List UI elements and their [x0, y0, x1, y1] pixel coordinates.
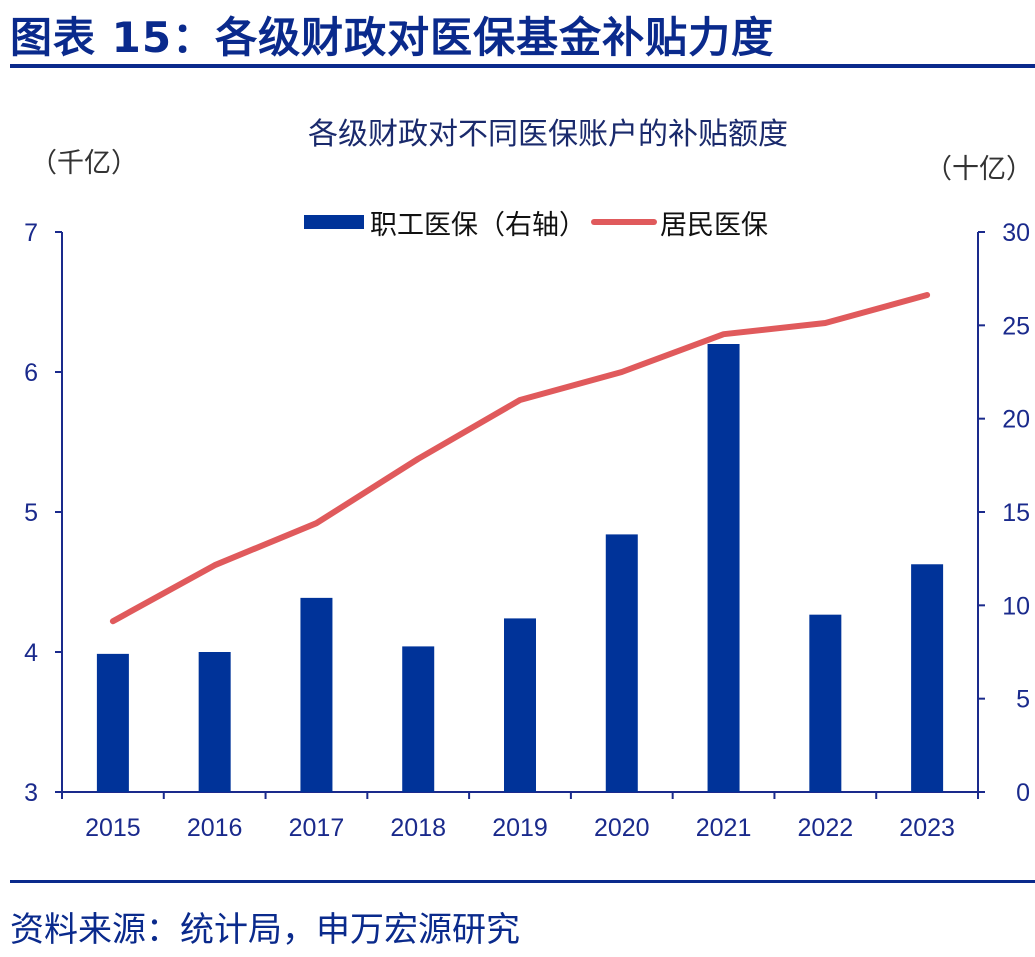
right-tick-label: 30	[1002, 219, 1030, 247]
right-tick-label: 0	[1016, 779, 1030, 807]
right-tick-label: 20	[1002, 406, 1030, 434]
x-tick-label: 2021	[696, 814, 752, 842]
x-tick-label: 2019	[492, 814, 548, 842]
chart-title: 各级财政对不同医保账户的补贴额度	[308, 117, 788, 152]
chart: 各级财政对不同医保账户的补贴额度 （千亿） （十亿） 职工医保（右轴） 居民医保…	[24, 117, 1033, 842]
x-tick-label: 2016	[187, 814, 243, 842]
resident-insurance-line	[109, 292, 931, 625]
line-series	[109, 292, 931, 625]
x-tick-label: 2020	[594, 814, 650, 842]
legend-line-label: 居民医保	[660, 210, 768, 241]
right-tick-label: 10	[1002, 592, 1030, 620]
left-tick-label: 3	[24, 779, 38, 807]
bar-2021	[707, 344, 740, 792]
x-tick-label: 2015	[85, 814, 141, 842]
bar-2015	[96, 653, 129, 792]
legend-bar-label: 职工医保（右轴）	[370, 210, 586, 241]
bar-2020	[605, 534, 638, 792]
right-tick-label: 25	[1002, 312, 1030, 340]
right-tick-label: 15	[1002, 499, 1030, 527]
right-axis-unit: （十亿）	[925, 154, 1033, 185]
footer-divider	[10, 880, 1035, 883]
bar-2016	[198, 652, 231, 792]
bar-series	[96, 344, 944, 792]
bar-2018	[402, 646, 435, 792]
source-note: 资料来源：统计局，申万宏源研究	[10, 910, 520, 950]
bar-2017	[300, 597, 333, 792]
bar-2019	[504, 618, 536, 792]
figure-title: 图表 15：各级财政对医保基金补贴力度	[10, 13, 775, 62]
left-tick-label: 5	[24, 499, 38, 527]
left-tick-label: 6	[24, 359, 38, 387]
left-tick-label: 4	[24, 639, 38, 667]
tick-labels: 3 4 5 6 7 0 5 10 15 20 25 30 2015 2016 2017 2018 2019 202…	[24, 219, 1030, 842]
left-axis-unit: （千亿）	[30, 148, 138, 179]
x-tick-label: 2017	[289, 814, 345, 842]
bar-2023	[911, 564, 944, 792]
legend-bar-swatch	[304, 215, 364, 229]
bar-2022	[809, 614, 842, 792]
right-tick-label: 5	[1016, 686, 1030, 714]
x-tick-label: 2022	[798, 814, 854, 842]
title-divider	[10, 64, 1035, 68]
x-tick-label: 2023	[899, 814, 955, 842]
left-tick-label: 7	[24, 219, 38, 247]
x-tick-label: 2018	[390, 814, 446, 842]
